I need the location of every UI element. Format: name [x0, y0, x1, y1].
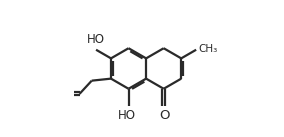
Text: CH₃: CH₃: [198, 44, 218, 54]
Text: O: O: [159, 109, 170, 122]
Text: HO: HO: [118, 109, 136, 122]
Text: HO: HO: [86, 33, 105, 46]
